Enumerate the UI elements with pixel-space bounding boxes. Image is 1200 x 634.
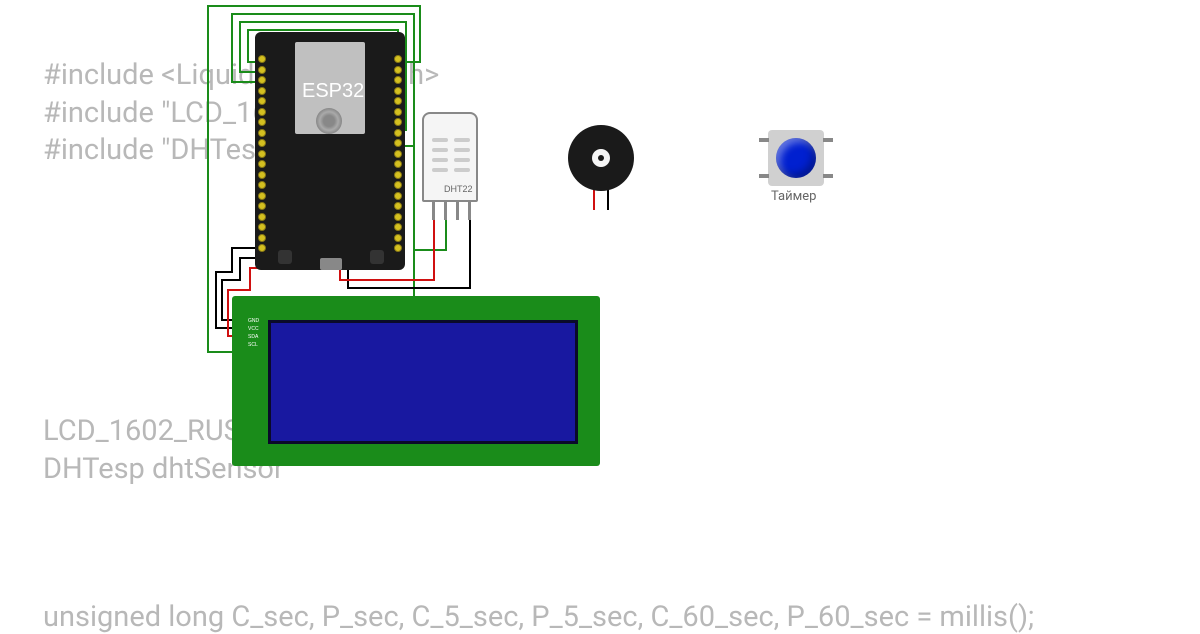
esp32-usb-port [320,258,342,270]
code-line-6: unsigned long C_sec, P_sec, C_5_sec, P_5… [43,600,1034,634]
buzzer-hole-icon [598,155,604,161]
lcd-pin-scl: SCL [248,342,258,348]
lcd-pin-gnd: GND [248,318,259,324]
button-leg [823,174,833,178]
button-leg [823,138,833,142]
esp32-logo-icon [316,108,342,134]
esp32-button-right [370,250,384,264]
button-leg [759,138,769,142]
esp32-button-left [278,250,292,264]
esp32-pins-left [258,55,266,252]
dht22-pin [456,200,459,220]
dht22-pin [468,200,471,220]
esp32-label: ESP32 [302,80,364,103]
lcd-screen [268,320,578,444]
dht22-pin [444,200,447,220]
timer-button-cap [776,138,816,178]
wires-layer [0,0,1200,630]
timer-button-label: Таймер [771,189,816,204]
esp32-pins-right [394,55,402,252]
dht22-pin [432,200,435,220]
dht22-label: DHT22 [444,184,473,194]
lcd-pin-sda: SDA [248,334,258,340]
button-leg [759,174,769,178]
lcd-pin-vcc: VCC [248,326,259,332]
